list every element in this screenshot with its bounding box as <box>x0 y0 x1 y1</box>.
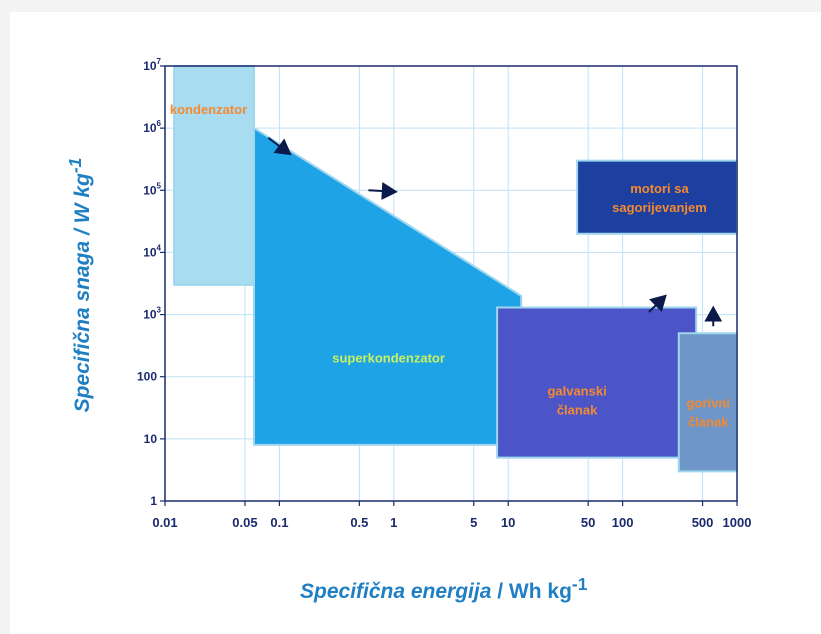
y-tick-label: 107 <box>143 57 161 73</box>
region-label-galvanski-clanak: galvanski članak <box>547 383 606 417</box>
y-tick-label: 10 <box>144 432 158 446</box>
region-label-line: sagorijevanjem <box>612 200 707 215</box>
y-tick-base: 10 <box>143 121 157 135</box>
x-tick-label: 500 <box>692 515 714 530</box>
y-tick-label: 100 <box>137 370 157 384</box>
y-tick-label: 104 <box>143 243 161 259</box>
x-tick-label: 1000 <box>723 515 752 530</box>
y-tick-exponent: 3 <box>157 306 162 315</box>
y-tick-exponent: 6 <box>157 119 162 128</box>
region-motori-sa-sagorijevanjem <box>576 159 738 235</box>
trend-arrow <box>648 294 667 313</box>
x-tick-label: 0.1 <box>270 515 288 530</box>
x-tick-label: 1 <box>390 515 397 530</box>
y-tick-base: 10 <box>143 245 157 259</box>
y-tick-base: 10 <box>143 183 157 197</box>
y-tick-label: 103 <box>143 306 161 322</box>
y-tick-label: 1 <box>150 494 157 508</box>
region-label-line: kondenzator <box>170 102 247 117</box>
region-label-line: galvanski <box>547 383 606 398</box>
y-tick-exponent: 5 <box>157 181 162 190</box>
plot-frame <box>164 65 738 502</box>
x-tick-label: 5 <box>470 515 477 530</box>
region-label-line: superkondenzator <box>332 350 445 365</box>
y-tick-label: 106 <box>143 119 161 135</box>
trend-arrow <box>267 136 292 156</box>
region-label-line: gorivni <box>687 395 730 410</box>
trend-arrow <box>368 182 398 201</box>
region-label-kondenzator: kondenzator <box>170 102 247 117</box>
x-tick-label: 0.01 <box>152 515 177 530</box>
y-tick-base: 10 <box>143 59 157 73</box>
region-label-motori-sa-sagorijevanjem: motori sa sagorijevanjem <box>612 181 707 215</box>
x-tick-label: 100 <box>612 515 634 530</box>
y-tick-base: 10 <box>143 308 157 322</box>
y-tick-label: 105 <box>143 181 161 197</box>
region-label-line: članak <box>688 414 729 429</box>
region-label-gorivni-clanak: gorivni članak <box>687 395 730 429</box>
region-label-line: članak <box>557 402 598 417</box>
x-tick-label: 0.05 <box>232 515 257 530</box>
y-tick-exponent: 4 <box>157 243 162 252</box>
x-tick-label: 50 <box>581 515 595 530</box>
y-axis-title: Specifična snaga / W kg-1 <box>65 157 94 413</box>
region-kondenzator <box>173 65 255 286</box>
y-tick-exponent: 7 <box>157 57 162 66</box>
x-tick-label: 10 <box>501 515 515 530</box>
x-tick-label: 0.5 <box>350 515 368 530</box>
region-label-line: motori sa <box>630 181 689 196</box>
x-axis-title: Specifična energija / Wh kg-1 <box>300 574 588 603</box>
region-label-superkondenzator: superkondenzator <box>332 350 445 365</box>
